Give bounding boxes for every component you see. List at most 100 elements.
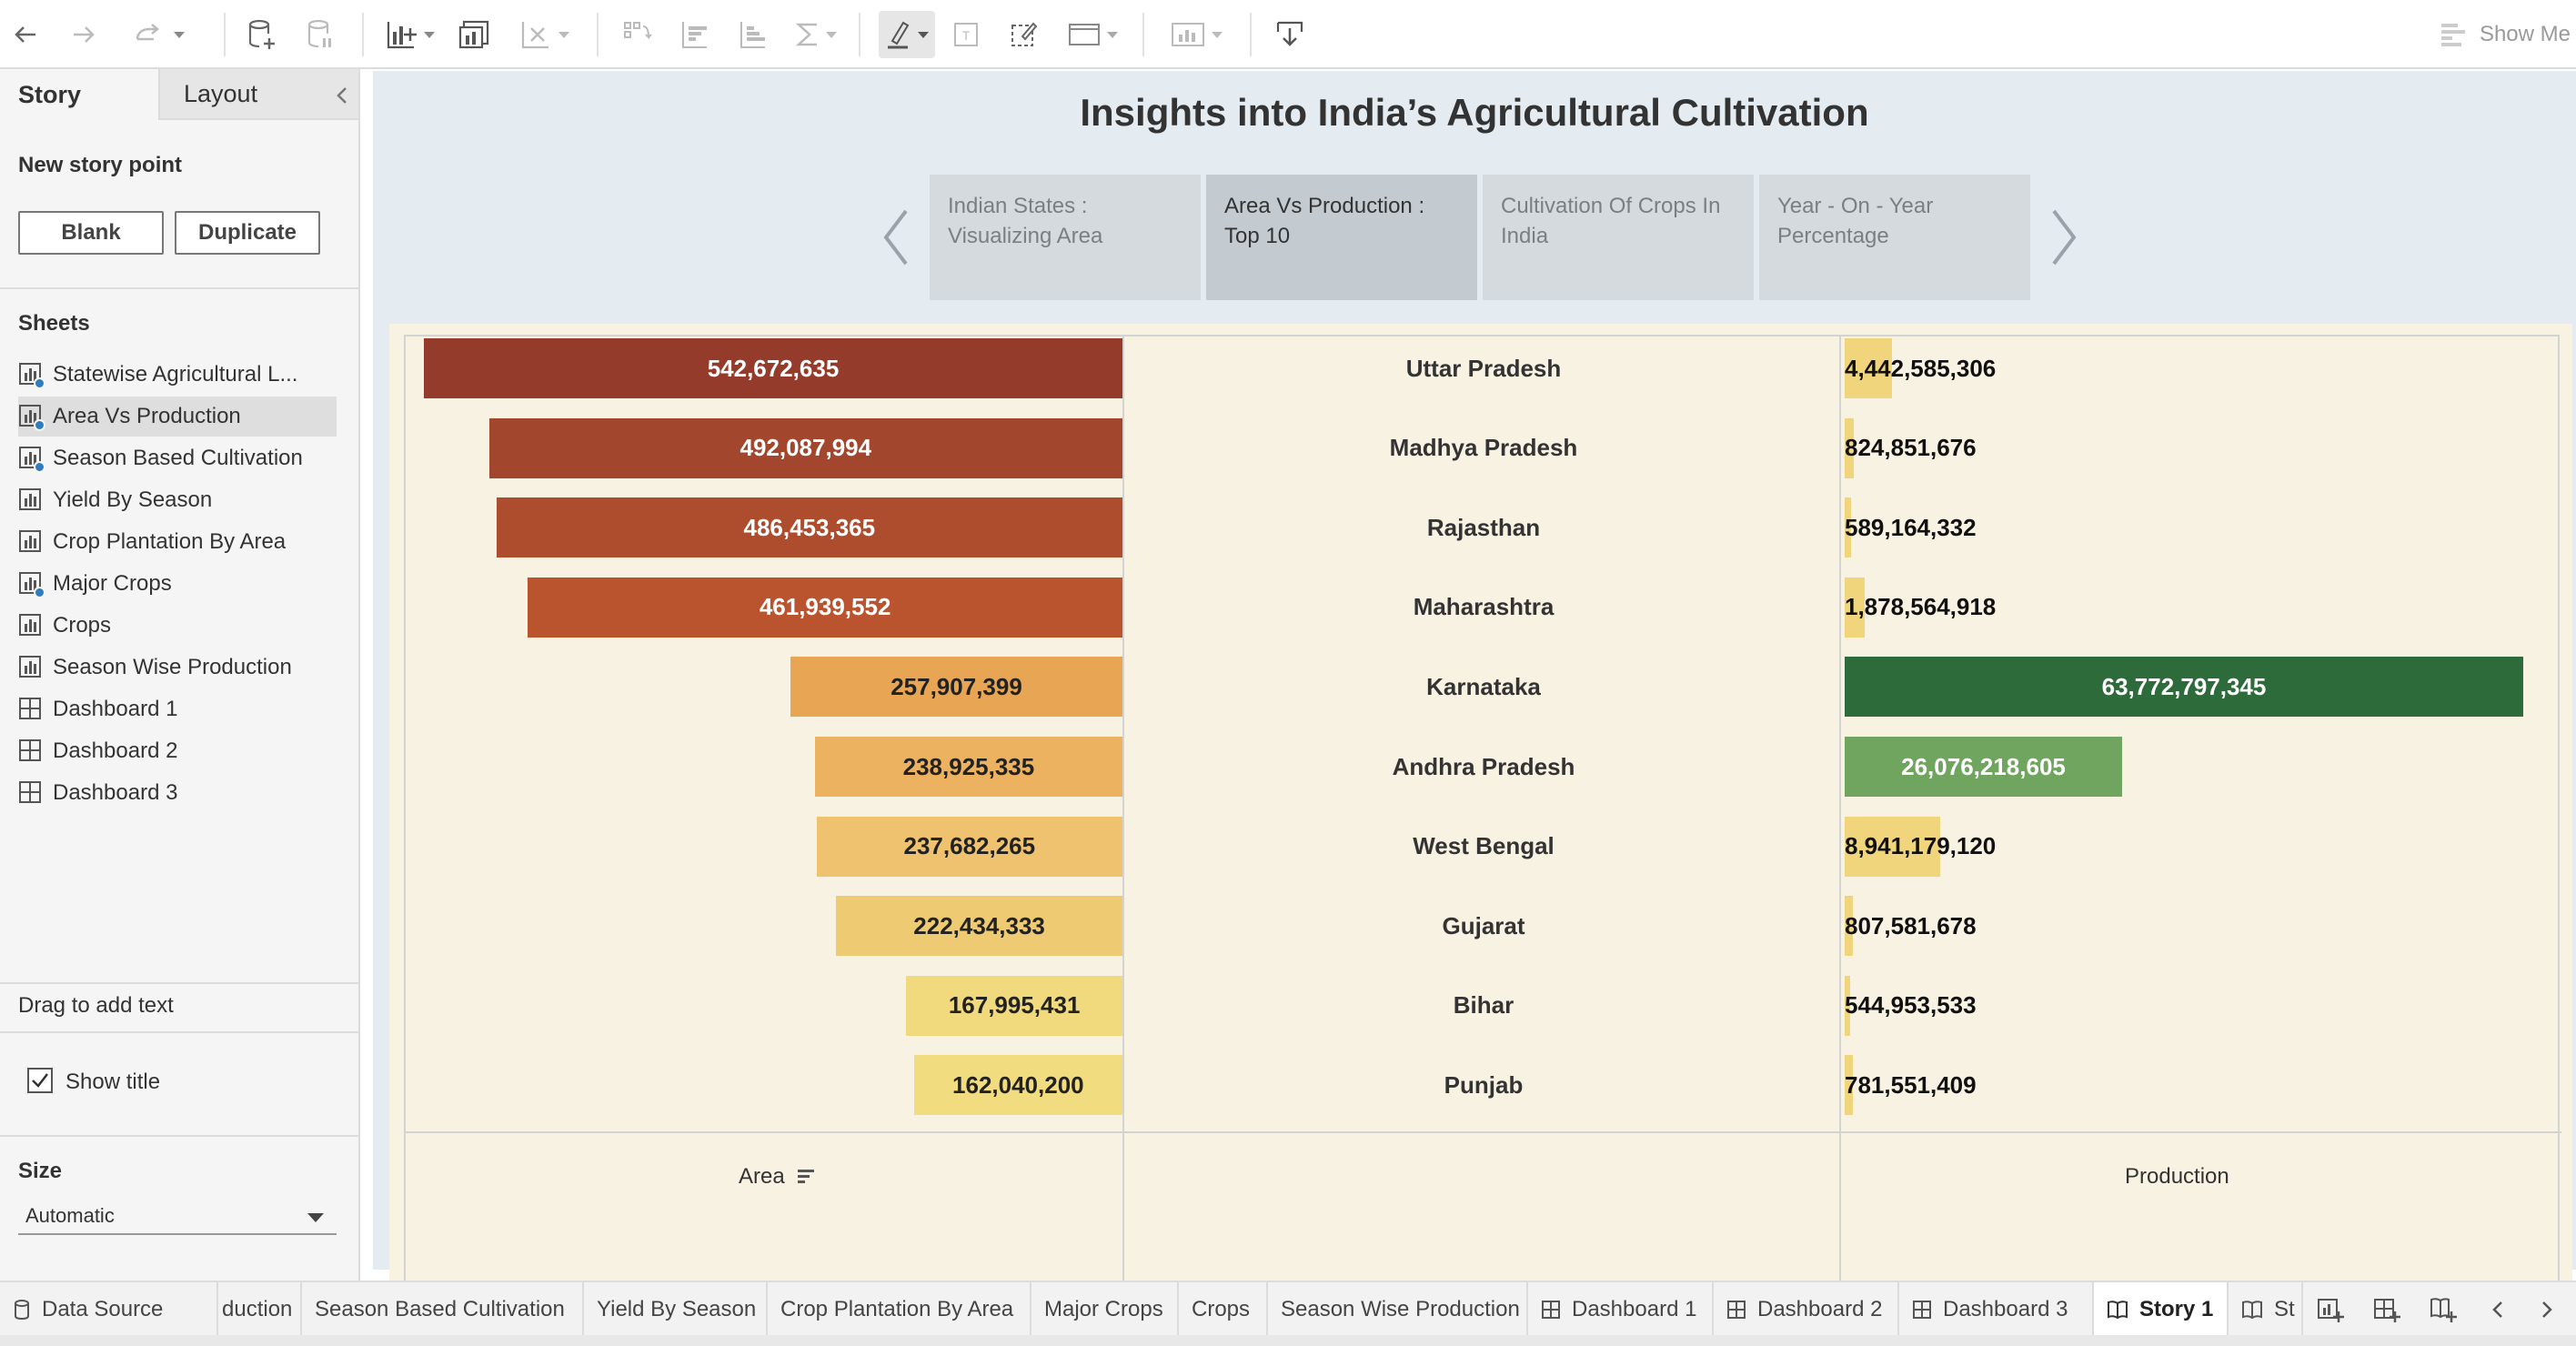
tab-dashboard-2-label: Dashboard 2 bbox=[1757, 1297, 1883, 1321]
production-bar-label: 26,076,218,605 bbox=[1901, 752, 2066, 780]
blank-button[interactable]: Blank bbox=[18, 211, 164, 255]
show-me-button[interactable]: Show Me bbox=[2440, 11, 2571, 58]
area-bar[interactable]: 222,434,333 bbox=[836, 896, 1122, 957]
collapse-panel-icon[interactable] bbox=[335, 85, 349, 110]
tab-dashboard-1[interactable]: Dashboard 1 bbox=[1528, 1282, 1714, 1337]
duplicate-button[interactable]: Duplicate bbox=[175, 211, 320, 255]
area-bar[interactable]: 237,682,265 bbox=[816, 816, 1122, 877]
tab-layout[interactable]: Layout bbox=[160, 69, 358, 120]
production-bar[interactable] bbox=[1845, 577, 1865, 638]
swap-rows-columns-icon[interactable] bbox=[617, 11, 657, 58]
tab-yield-by-season[interactable]: Yield By Season bbox=[584, 1282, 768, 1337]
tab-crop-plantation-by-area[interactable]: Crop Plantation By Area bbox=[768, 1282, 1031, 1337]
area-bar[interactable]: 238,925,335 bbox=[814, 737, 1122, 797]
tab-season-wise-production[interactable]: Season Wise Production bbox=[1268, 1282, 1528, 1337]
production-bar[interactable] bbox=[1845, 896, 1854, 957]
production-bar[interactable] bbox=[1845, 737, 2123, 797]
story-point-2[interactable]: Area Vs Production : Top 10 bbox=[1206, 175, 1477, 300]
scroll-tabs-right-icon[interactable] bbox=[2527, 1290, 2567, 1330]
totals-sigma-icon[interactable] bbox=[791, 11, 840, 58]
sort-indicator-icon[interactable] bbox=[796, 1167, 816, 1187]
sheet-item[interactable]: Crop Plantation By Area bbox=[18, 522, 337, 562]
replay-icon[interactable] bbox=[122, 11, 195, 58]
new-dashboard-tab-icon[interactable] bbox=[2367, 1290, 2407, 1330]
tab-dashboard-3[interactable]: Dashboard 3 bbox=[1899, 1282, 2094, 1337]
sheet-item-label: Crop Plantation By Area bbox=[53, 529, 287, 554]
sheet-item[interactable]: Dashboard 1 bbox=[18, 689, 337, 729]
tab-story[interactable]: Story bbox=[0, 69, 160, 120]
sheet-item[interactable]: Area Vs Production bbox=[18, 397, 337, 437]
redo-forward-icon[interactable] bbox=[65, 11, 102, 58]
story-point-1[interactable]: Indian States : Visualizing Area bbox=[930, 175, 1201, 300]
state-label: Bihar bbox=[1453, 991, 1514, 1020]
story-point-3[interactable]: Cultivation Of Crops In India bbox=[1483, 175, 1754, 300]
next-story-point-icon[interactable] bbox=[2045, 206, 2081, 269]
annotate-edit-icon[interactable] bbox=[1004, 11, 1044, 58]
area-bar[interactable]: 461,939,552 bbox=[528, 577, 1122, 638]
area-bar[interactable]: 162,040,200 bbox=[913, 1055, 1122, 1116]
sheet-item[interactable]: Dashboard 3 bbox=[18, 773, 337, 813]
dashboard-icon bbox=[18, 697, 44, 722]
sort-ascending-icon[interactable] bbox=[675, 11, 715, 58]
area-bar[interactable]: 257,907,399 bbox=[790, 657, 1122, 718]
sheet-item-label: Dashboard 2 bbox=[53, 738, 178, 763]
sheet-item[interactable]: Season Based Cultivation bbox=[18, 438, 337, 478]
fit-view-icon[interactable] bbox=[1062, 11, 1122, 58]
tab-story-2[interactable]: St bbox=[2229, 1282, 2303, 1337]
download-icon[interactable] bbox=[1270, 11, 1310, 58]
sheet-item[interactable]: Crops bbox=[18, 606, 337, 646]
presentation-mode-icon[interactable] bbox=[1164, 11, 1228, 58]
story-point-1-line2: Visualizing Area bbox=[948, 224, 1103, 248]
undo-back-icon[interactable] bbox=[7, 11, 44, 58]
production-bar[interactable] bbox=[1845, 497, 1851, 558]
clear-sheet-icon[interactable] bbox=[515, 11, 575, 58]
previous-story-point-icon[interactable] bbox=[879, 206, 915, 269]
production-bar[interactable] bbox=[1845, 1055, 1854, 1116]
production-bar[interactable] bbox=[1845, 338, 1892, 398]
size-heading: Size bbox=[18, 1159, 63, 1183]
tab-major-crops-label: Major Crops bbox=[1044, 1297, 1163, 1321]
tab-story-1[interactable]: Story 1 bbox=[2094, 1282, 2229, 1337]
used-in-story-badge bbox=[34, 377, 45, 389]
used-in-story-badge bbox=[34, 587, 45, 598]
show-title-checkbox[interactable] bbox=[27, 1068, 53, 1093]
area-bar[interactable]: 486,453,365 bbox=[496, 497, 1122, 558]
pause-data-icon[interactable] bbox=[300, 11, 340, 58]
sheet-item[interactable]: Major Crops bbox=[18, 564, 337, 604]
story-point-4[interactable]: Year - On - Year Percentage bbox=[1759, 175, 2030, 300]
new-worksheet-icon[interactable] bbox=[382, 11, 438, 58]
new-worksheet-tab-icon[interactable] bbox=[2310, 1290, 2350, 1330]
drag-to-add-text[interactable]: Drag to add text bbox=[18, 993, 174, 1018]
area-bar[interactable]: 542,672,635 bbox=[424, 338, 1122, 398]
tab-area-vs-production[interactable]: duction bbox=[218, 1282, 302, 1337]
new-data-source-icon[interactable] bbox=[242, 11, 282, 58]
area-bar[interactable]: 492,087,994 bbox=[488, 417, 1122, 478]
sheet-item[interactable]: Season Wise Production bbox=[18, 648, 337, 688]
panel-tabs: Story Layout bbox=[0, 69, 358, 120]
production-bar[interactable] bbox=[1845, 417, 1854, 478]
tab-season-based-cultivation[interactable]: Season Based Cultivation bbox=[302, 1282, 584, 1337]
production-bar[interactable] bbox=[1845, 975, 1851, 1036]
scroll-tabs-left-icon[interactable] bbox=[2478, 1290, 2518, 1330]
production-bar[interactable] bbox=[1845, 816, 1940, 877]
sheet-item[interactable]: Dashboard 2 bbox=[18, 731, 337, 771]
sheet-item[interactable]: Statewise Agricultural L... bbox=[18, 355, 337, 395]
worksheet-icon bbox=[18, 404, 45, 431]
production-bar[interactable] bbox=[1845, 657, 2523, 718]
sort-descending-icon[interactable] bbox=[733, 11, 773, 58]
tab-dashboard-2[interactable]: Dashboard 2 bbox=[1714, 1282, 1899, 1337]
size-dropdown[interactable]: Automatic bbox=[18, 1199, 337, 1235]
tab-data-source[interactable]: Data Source bbox=[0, 1282, 218, 1337]
tab-major-crops[interactable]: Major Crops bbox=[1031, 1282, 1179, 1337]
new-story-tab-icon[interactable] bbox=[2423, 1290, 2463, 1330]
tab-crops[interactable]: Crops bbox=[1179, 1282, 1268, 1337]
area-bar[interactable]: 167,995,431 bbox=[906, 975, 1122, 1036]
checkmark-icon bbox=[32, 1073, 48, 1088]
duplicate-sheet-icon[interactable] bbox=[455, 11, 495, 58]
area-axis-label[interactable]: Area bbox=[739, 1137, 816, 1217]
worksheet-icon bbox=[18, 571, 45, 598]
highlight-pen-icon[interactable] bbox=[879, 11, 935, 58]
sheet-item[interactable]: Yield By Season bbox=[18, 480, 337, 520]
text-label-icon[interactable]: T bbox=[946, 11, 986, 58]
tab-season-based-cultivation-label: Season Based Cultivation bbox=[315, 1297, 565, 1321]
